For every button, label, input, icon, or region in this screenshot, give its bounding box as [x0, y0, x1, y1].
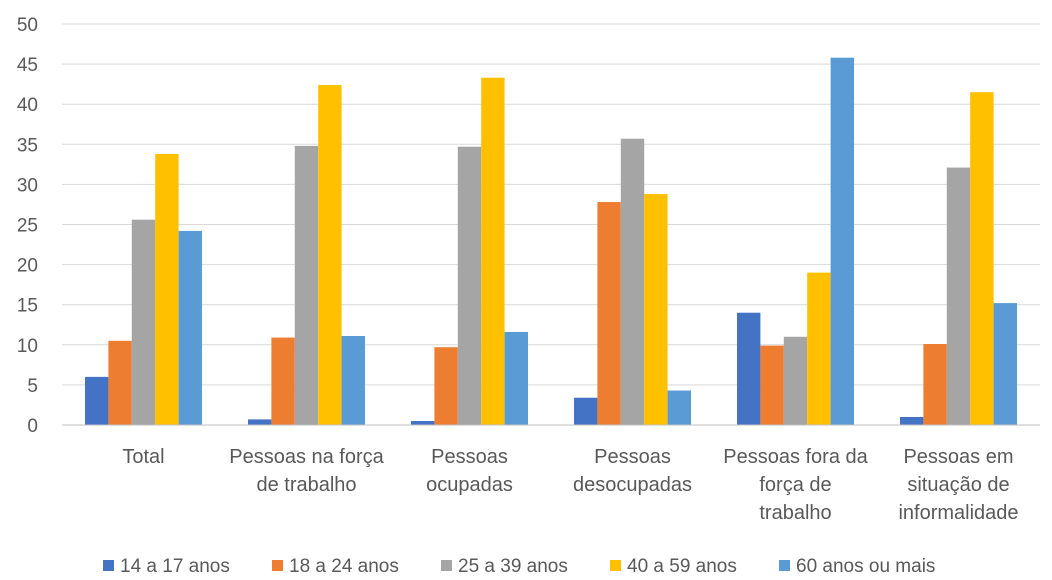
y-axis: 0 5 10 15 20 25 30 35 40 45 50	[17, 15, 38, 437]
x-category-label: Pessoas	[594, 446, 671, 468]
bar	[341, 335, 365, 425]
bar	[783, 336, 808, 425]
bar	[993, 303, 1017, 425]
y-tick-label: 25	[17, 216, 38, 237]
y-tick-label: 15	[17, 296, 38, 317]
bar	[737, 312, 761, 425]
gridlines	[62, 23, 1040, 386]
legend-label: 18 a 24 anos	[289, 556, 399, 577]
y-tick-label: 0	[27, 416, 38, 437]
legend: 14 a 17 anos 18 a 24 anos 25 a 39 anos 40 a…	[103, 556, 935, 577]
x-category-label: trabalho	[759, 502, 831, 524]
bar	[970, 92, 994, 426]
bar	[597, 202, 621, 425]
bar	[457, 146, 482, 425]
bar	[294, 145, 319, 425]
bars	[85, 57, 1017, 426]
y-tick-label: 30	[17, 175, 38, 196]
y-tick-label: 10	[17, 336, 38, 357]
y-tick-label: 50	[17, 15, 38, 36]
bar	[155, 153, 179, 426]
bar	[178, 230, 202, 425]
bar	[318, 84, 342, 425]
x-category-label: situação de	[907, 474, 1009, 496]
bar	[131, 219, 156, 425]
bar	[108, 340, 132, 425]
legend-label: 25 a 39 anos	[458, 556, 568, 577]
bar	[481, 77, 505, 425]
bar	[644, 194, 668, 425]
legend-label: 14 a 17 anos	[120, 556, 230, 577]
x-category-label: Pessoas em	[903, 446, 1013, 468]
legend-swatch	[272, 560, 283, 571]
x-category-label: Pessoas fora da	[723, 446, 868, 468]
bar	[411, 420, 435, 425]
y-tick-label: 35	[17, 135, 38, 156]
bar	[667, 390, 691, 425]
y-tick-label: 40	[17, 95, 38, 116]
bar	[504, 331, 528, 425]
x-category-label: desocupadas	[573, 474, 692, 496]
x-category-label: de trabalho	[256, 474, 356, 496]
x-category-label: informalidade	[898, 502, 1018, 524]
bar	[620, 138, 645, 425]
bar	[830, 57, 854, 426]
bar	[807, 272, 831, 425]
legend-label: 60 anos ou mais	[796, 556, 935, 577]
bar	[434, 347, 458, 425]
legend-swatch	[779, 560, 790, 571]
x-category-label: Total	[122, 446, 164, 468]
bar	[900, 416, 924, 425]
x-category-label: ocupadas	[426, 474, 513, 496]
x-category-label: Pessoas na força	[229, 446, 384, 468]
bar	[248, 419, 272, 425]
bar	[271, 337, 295, 425]
y-tick-label: 45	[17, 55, 38, 76]
legend-swatch	[610, 560, 621, 571]
x-axis: Total Pessoas na força de trabalho Pessoas o…	[62, 424, 1040, 524]
bar	[923, 344, 947, 425]
bar	[85, 376, 109, 425]
legend-swatch	[103, 560, 114, 571]
y-tick-label: 20	[17, 256, 38, 277]
x-category-label: força de	[759, 474, 831, 496]
y-tick-label: 5	[27, 376, 38, 397]
bar	[760, 345, 784, 425]
bar	[574, 397, 598, 425]
bar	[946, 167, 971, 425]
legend-label: 40 a 59 anos	[627, 556, 737, 577]
x-category-label: Pessoas	[431, 446, 508, 468]
legend-swatch	[441, 560, 452, 571]
